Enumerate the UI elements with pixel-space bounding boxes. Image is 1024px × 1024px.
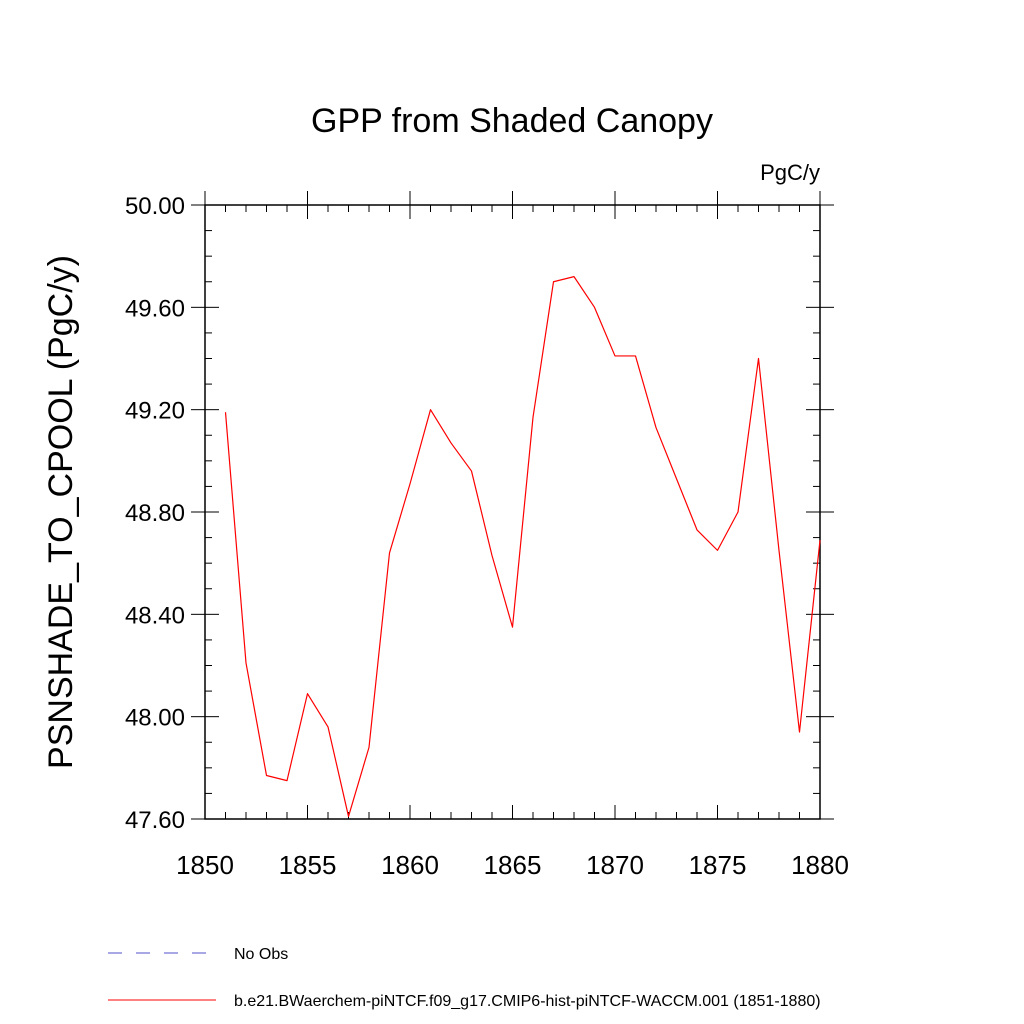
legend-label-no-obs: No Obs [234,946,288,963]
y-axis-label: PSNSHADE_TO_CPOOL (PgC/y) [42,255,80,769]
y-tick-label: 47.60 [125,807,185,834]
y-tick-label: 48.00 [125,705,185,732]
axis-ticks [191,191,834,820]
y-tick-label: 49.20 [125,398,185,425]
y-tick-label: 49.60 [125,295,185,322]
axis-tick-labels: 1850 1855 1860 1865 1870 1875 1880 47.60 48.00 48… [125,193,849,880]
x-tick-label: 1880 [791,850,849,880]
x-tick-label: 1875 [689,850,747,880]
y-tick-label: 48.40 [125,602,185,629]
units-label: PgC/y [760,160,820,185]
x-tick-label: 1860 [381,850,439,880]
series-line [224,276,821,818]
x-tick-label: 1865 [484,850,542,880]
chart-title: GPP from Shaded Canopy [311,102,713,140]
y-tick-label: 50.00 [125,193,185,220]
x-tick-label: 1870 [586,850,644,880]
legend: No Obs b.e21.BWaerchem-piNTCF.f09_g17.CM… [108,946,821,1010]
x-tick-label: 1850 [176,850,234,880]
x-tick-label: 1855 [279,850,337,880]
plot-frame [204,204,821,820]
legend-label-model: b.e21.BWaerchem-piNTCF.f09_g17.CMIP6-his… [234,993,821,1010]
y-tick-label: 48.80 [125,500,185,527]
series-layer [224,276,821,818]
